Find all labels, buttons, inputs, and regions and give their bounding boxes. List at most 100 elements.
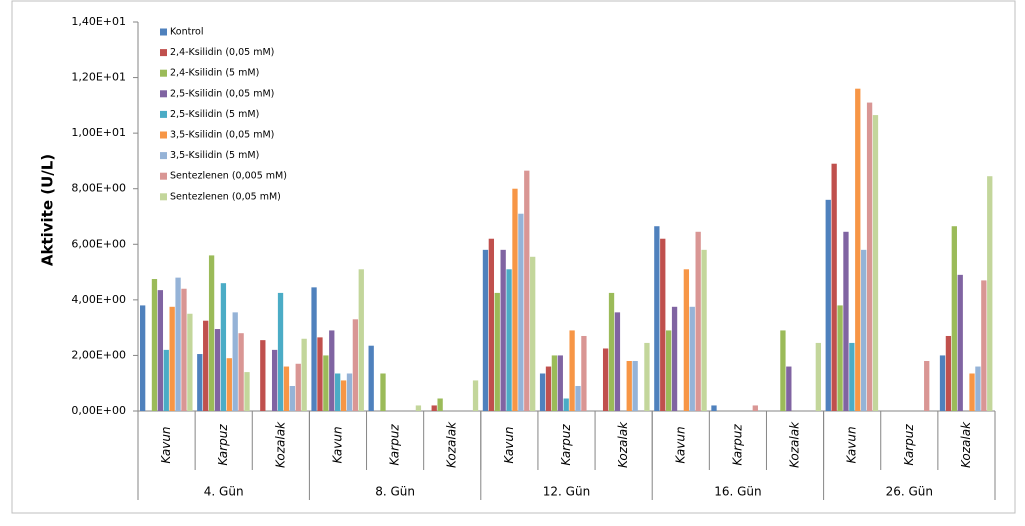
- bar: [660, 238, 666, 411]
- legend-label: 2,5-Ksilidin (5 mM): [170, 109, 259, 120]
- bar: [861, 249, 867, 411]
- bar: [232, 312, 238, 411]
- bar: [581, 335, 587, 411]
- bar: [695, 231, 701, 411]
- bar: [849, 342, 855, 411]
- bar: [214, 329, 221, 411]
- y-tick-label: 1,00E+01: [71, 126, 126, 139]
- legend-label: Kontrol: [170, 27, 203, 38]
- bar: [277, 292, 284, 411]
- bar: [975, 366, 981, 411]
- bar: [557, 355, 563, 411]
- bar: [843, 231, 849, 411]
- y-tick-label: 6,00E+00: [71, 237, 126, 250]
- bar: [494, 292, 500, 411]
- x-tick-label: Kozalak: [788, 421, 802, 468]
- bar: [608, 292, 615, 411]
- bar: [512, 188, 518, 411]
- bar: [415, 405, 422, 411]
- bar: [701, 249, 707, 411]
- bar: [689, 306, 695, 411]
- bar: [569, 330, 575, 411]
- x-tick-label: Karpuz: [216, 424, 230, 466]
- bar: [815, 342, 821, 411]
- bar: [260, 340, 266, 411]
- x-tick-label: Kavun: [845, 426, 859, 463]
- bar: [957, 274, 963, 411]
- y-tick-label: 1,20E+01: [71, 71, 126, 84]
- bar: [323, 355, 329, 411]
- x-tick-label: Kavun: [673, 426, 687, 463]
- y-tick-label: 0,00E+00: [71, 404, 126, 417]
- bar: [311, 287, 317, 411]
- bar: [187, 313, 193, 411]
- legend-label: 2,4-Ksilidin (0,05 mM): [170, 47, 274, 58]
- bar: [872, 115, 879, 411]
- bar: [951, 226, 957, 411]
- bar: [752, 405, 758, 411]
- legend-swatch: [160, 49, 167, 57]
- bar: [220, 283, 227, 411]
- group-label: 26. Gün: [886, 485, 933, 499]
- x-tick-label: Kozalak: [445, 421, 459, 468]
- bar: [335, 373, 341, 411]
- bar: [283, 366, 290, 411]
- bar: [301, 338, 307, 411]
- legend-swatch: [160, 193, 167, 201]
- y-tick-label: 2,00E+00: [71, 348, 126, 361]
- bar: [352, 319, 359, 411]
- bar: [181, 288, 187, 411]
- legend-label: Sentezlenen (0,005 mM): [170, 171, 287, 182]
- x-tick-label: Karpuz: [730, 424, 744, 466]
- group-label: 8. Gün: [375, 485, 415, 499]
- x-tick-label: Karpuz: [559, 424, 573, 466]
- bar: [866, 102, 873, 411]
- legend-label: 3,5-Ksilidin (0,05 mM): [170, 130, 274, 141]
- bar: [244, 372, 250, 411]
- legend-label: 2,5-Ksilidin (0,05 mM): [170, 88, 274, 99]
- bar: [654, 226, 660, 411]
- x-tick-label: Kozalak: [273, 421, 287, 468]
- bar: [163, 349, 169, 411]
- bar: [358, 269, 364, 411]
- legend-swatch: [160, 131, 167, 139]
- bar: [563, 398, 569, 411]
- bar: [524, 170, 530, 411]
- group-label: 4. Gün: [204, 485, 244, 499]
- bar: [208, 255, 215, 411]
- bar: [671, 306, 678, 411]
- bar: [169, 306, 175, 411]
- bar: [924, 360, 930, 411]
- bar: [226, 358, 232, 411]
- bar: [602, 348, 609, 411]
- bar: [482, 249, 489, 411]
- bar: [939, 355, 946, 411]
- bar: [780, 330, 786, 411]
- legend-swatch: [160, 110, 167, 118]
- bar: [825, 199, 831, 411]
- bar: [837, 305, 843, 411]
- bar: [632, 360, 638, 411]
- bar: [437, 398, 443, 411]
- bar: [666, 330, 672, 411]
- bar: [786, 366, 792, 411]
- group-label: 12. Gün: [543, 485, 590, 499]
- bar: [472, 380, 479, 411]
- bar: [626, 360, 632, 411]
- bar: [346, 373, 353, 411]
- bar: [140, 305, 146, 411]
- legend-swatch: [160, 90, 167, 98]
- bar: [175, 277, 181, 411]
- x-tick-label: Karpuz: [388, 424, 402, 466]
- bar: [831, 163, 837, 411]
- bar: [271, 349, 278, 411]
- bar: [575, 385, 581, 411]
- bar: [488, 238, 495, 411]
- legend-swatch: [160, 152, 167, 160]
- bar: [151, 279, 158, 411]
- y-tick-label: 4,00E+00: [71, 293, 126, 306]
- bar: [518, 213, 524, 411]
- bar: [329, 330, 335, 411]
- x-tick-label: Kozalak: [616, 421, 630, 468]
